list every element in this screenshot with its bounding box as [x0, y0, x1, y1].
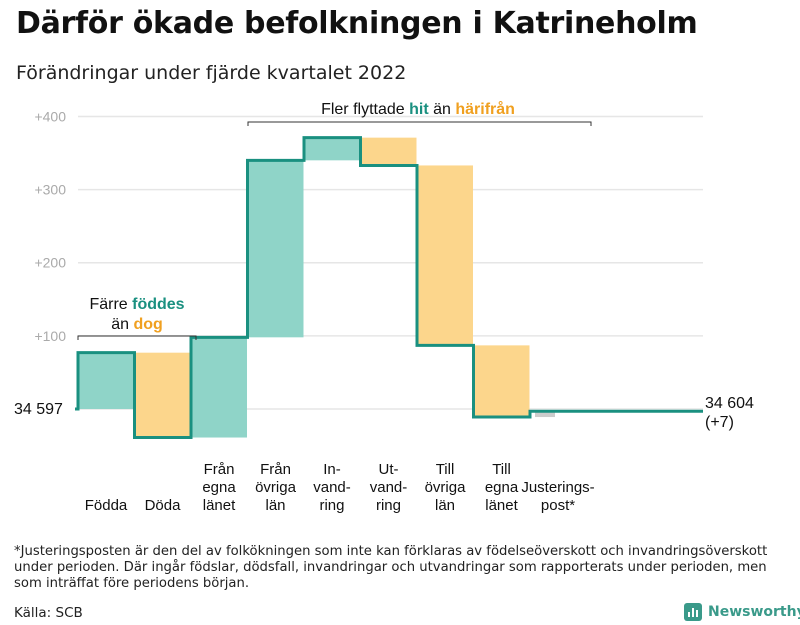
- chart-subtitle: Förändringar under fjärde kvartalet 2022: [16, 62, 407, 84]
- annotation-text: än: [429, 101, 456, 118]
- category-label-line: vand-: [370, 479, 408, 496]
- y-tick-label: +300: [34, 182, 66, 198]
- annotation-right: Fler flyttade hit än härifrån: [321, 100, 515, 118]
- cumulative-step-line: [75, 136, 703, 440]
- category-label-line: länet: [203, 497, 236, 514]
- bars: [78, 137, 555, 438]
- bracket-left: [77, 335, 197, 340]
- annotation-text: Färre: [89, 296, 132, 313]
- waterfall-bar: [417, 165, 473, 346]
- bar-chart-icon: [684, 603, 702, 621]
- end-value-label: 34 604: [705, 395, 754, 412]
- category-label-line: egna: [485, 479, 519, 496]
- category-label-line: egna: [202, 479, 236, 496]
- waterfall-bar: [191, 337, 247, 438]
- annotation-left-line1: Färre föddes: [89, 296, 184, 313]
- category-label: Födda: [85, 497, 128, 514]
- category-label-line: län: [265, 497, 285, 514]
- y-tick-label: +400: [34, 108, 66, 124]
- category-label: Döda: [145, 497, 182, 514]
- waterfall-bar: [535, 411, 555, 418]
- category-label-line: övriga: [425, 479, 467, 496]
- y-tick-label: +200: [34, 255, 66, 271]
- waterfall-bar: [247, 160, 304, 338]
- annotation-left-line2: än dog: [111, 316, 163, 333]
- newsworthy-logo: Newsworthy: [684, 603, 800, 621]
- waterfall-bar: [360, 137, 417, 166]
- waterfall-bar: [473, 345, 530, 418]
- chart-title: Därför ökade befolkningen i Katrineholm: [16, 6, 698, 41]
- category-label-line: länet: [485, 497, 518, 514]
- logo-text: Newsworthy: [708, 604, 800, 620]
- category-label-line: Till: [492, 461, 511, 478]
- labels: +100 +200 +300 +400 34 597 34 604 (+7) Födda Död…: [14, 108, 754, 514]
- waterfall-bar: [78, 352, 134, 409]
- annotation-highlight-hit: föddes: [132, 296, 185, 313]
- annotation-text: än: [111, 316, 133, 333]
- category-label-line: Från: [260, 461, 291, 478]
- annotation-highlight-hit: hit: [409, 101, 429, 118]
- end-change-label: (+7): [705, 414, 734, 431]
- category-label-line: Justerings-: [521, 479, 594, 496]
- y-tick-label: +100: [34, 328, 66, 344]
- category-label-line: In-: [323, 461, 341, 478]
- category-label-line: övriga: [255, 479, 297, 496]
- category-label-line: Ut-: [379, 461, 399, 478]
- annotations: Färre föddes än dog Fler flyttade hit än h…: [77, 100, 592, 340]
- category-label-line: Till: [436, 461, 455, 478]
- step-line: [75, 136, 703, 440]
- source-label: Källa: SCB: [14, 605, 83, 621]
- annotation-highlight-away: härifrån: [455, 100, 515, 118]
- category-label-line: vand-: [313, 479, 351, 496]
- annotation-highlight-away: dog: [133, 316, 162, 333]
- category-label-line: post*: [541, 497, 575, 514]
- start-value-label: 34 597: [14, 401, 63, 418]
- waterfall-chart: +100 +200 +300 +400 34 597 34 604 (+7) Födda Död…: [14, 100, 754, 514]
- bracket-right: [247, 121, 592, 126]
- category-label-line: ring: [319, 497, 344, 514]
- category-label-line: Från: [204, 461, 235, 478]
- waterfall-bar: [304, 137, 360, 161]
- footnote: *Justeringsposten är den del av folkökni…: [14, 544, 768, 591]
- category-label-line: län: [435, 497, 455, 514]
- annotation-text: Fler flyttade: [321, 101, 409, 118]
- waterfall-bar: [134, 352, 191, 438]
- category-label-line: ring: [376, 497, 401, 514]
